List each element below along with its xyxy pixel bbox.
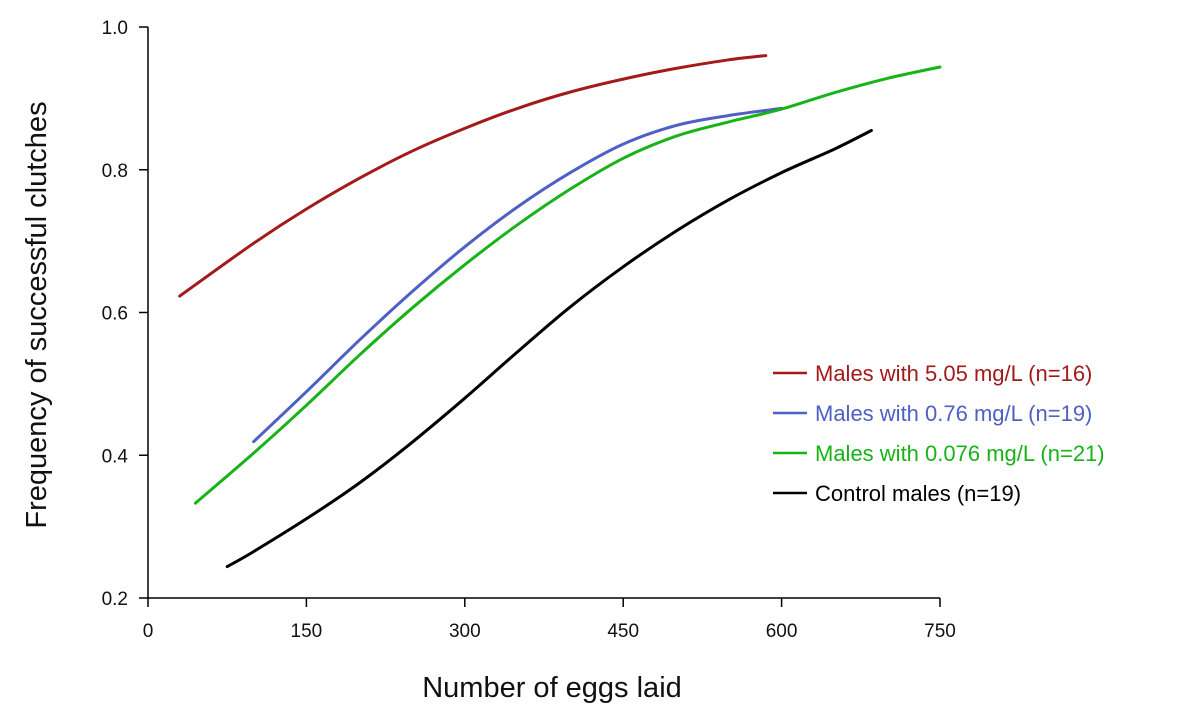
y-tick-label: 0.8 [102,161,128,182]
plot-area: 0 150 300 450 600 750 0.2 0.4 0.6 0.8 1.0 [102,18,956,642]
series-0-76-mg-l-line [252,106,784,444]
x-tick-label: 450 [607,621,639,642]
y-ticks: 0.2 0.4 0.6 0.8 1.0 [102,18,148,610]
legend-item: Males with 5.05 mg/L (n=16) [773,361,1092,386]
legend-item: Males with 0.076 mg/L (n=21) [773,441,1105,466]
series-0-076-mg-l-line [194,65,942,505]
series-5-05-mg-l-line [178,54,768,298]
legend-item: Males with 0.76 mg/L (n=19) [773,401,1092,426]
legend-item: Control males (n=19) [773,481,1021,506]
series-control-line [225,129,873,569]
y-tick-label: 0.4 [102,446,129,467]
legend: Males with 5.05 mg/L (n=16) Males with 0.… [773,361,1105,506]
x-tick-label: 0 [143,621,154,642]
y-tick-label: 0.6 [102,304,128,325]
x-ticks: 0 150 300 450 600 750 [143,598,956,642]
legend-label: Control males (n=19) [815,481,1021,506]
legend-label: Males with 0.076 mg/L (n=21) [815,441,1105,466]
series-lines [178,54,942,569]
y-tick-label: 1.0 [102,18,128,39]
x-tick-label: 600 [766,621,798,642]
x-tick-label: 300 [449,621,481,642]
y-tick-label: 0.2 [102,589,128,610]
x-tick-label: 750 [924,621,956,642]
y-axis-title: Frequency of successful clutches [21,101,53,528]
x-axis-title: Number of eggs laid [422,672,682,704]
x-tick-label: 150 [291,621,323,642]
legend-label: Males with 0.76 mg/L (n=19) [815,401,1092,426]
legend-label: Males with 5.05 mg/L (n=16) [815,361,1092,386]
